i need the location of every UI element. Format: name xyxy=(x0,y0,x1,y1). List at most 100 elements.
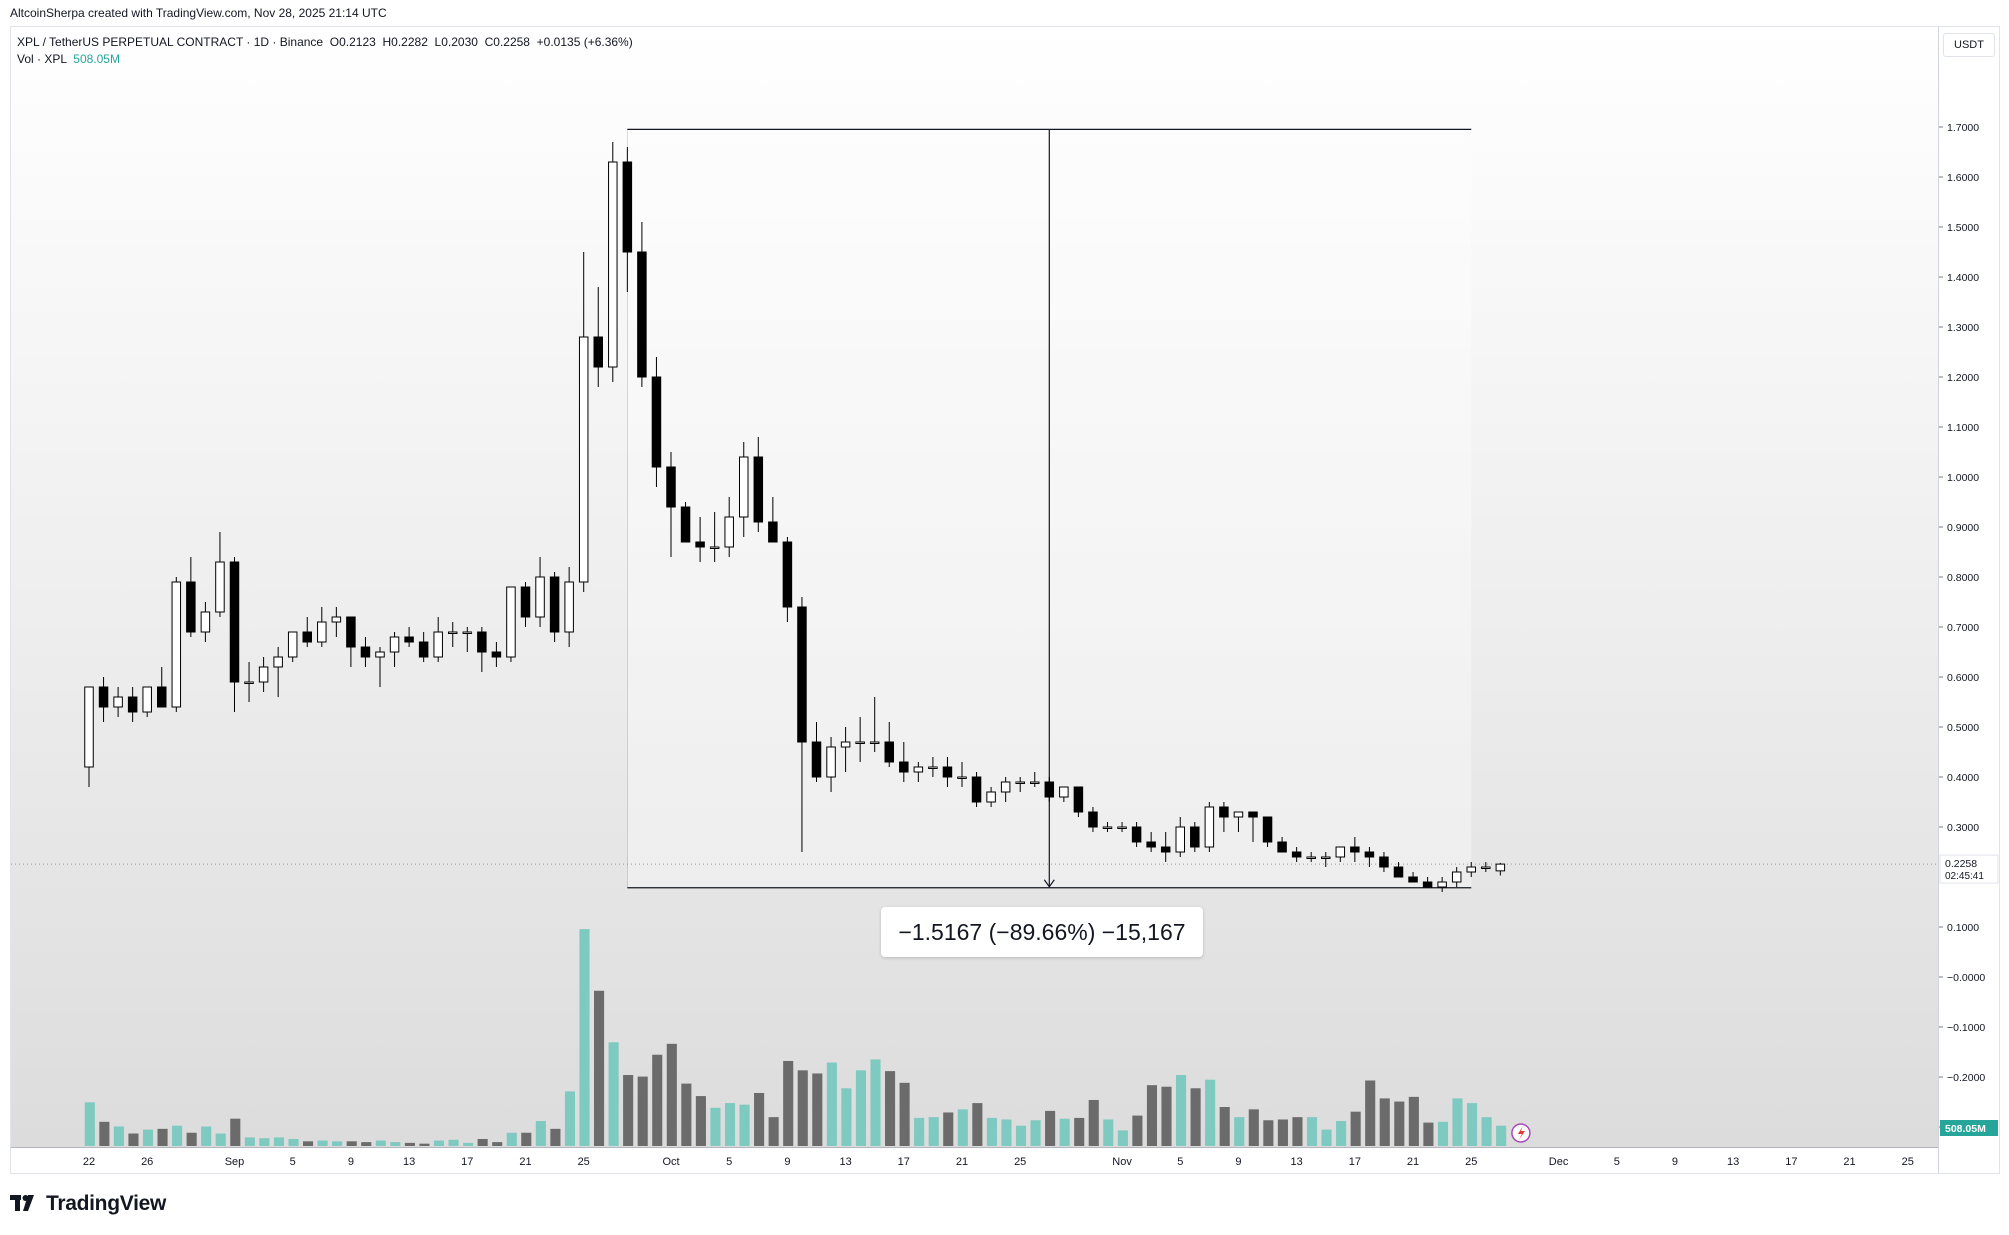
candle-body xyxy=(753,456,764,523)
price-tick-label: −0.2000 xyxy=(1947,1072,1985,1084)
volume-bar xyxy=(1219,1107,1230,1146)
time-tick-label: Dec xyxy=(1549,1156,1569,1168)
candle-body xyxy=(1306,856,1316,859)
candle-body xyxy=(1204,806,1215,848)
price-tick-label: 0.8000 xyxy=(1947,572,1979,584)
candle-body xyxy=(1437,881,1447,888)
price-tick-label: 1.0000 xyxy=(1947,472,1979,484)
volume-bar xyxy=(1088,1099,1099,1146)
candle-body xyxy=(491,651,502,658)
measure-label[interactable]: −1.5167 (−89.66%) −15,167 xyxy=(881,907,1203,957)
candle-body xyxy=(826,746,836,778)
volume-bar xyxy=(172,1125,183,1146)
candle-body xyxy=(1277,841,1287,853)
volume-bar xyxy=(797,1070,808,1146)
volume-bar xyxy=(623,1075,634,1146)
volume-bar xyxy=(1365,1080,1376,1146)
candlestick-chart[interactable] xyxy=(11,27,1938,1147)
candle-body xyxy=(1350,846,1360,853)
volume-bar xyxy=(1132,1115,1143,1146)
candle-body xyxy=(520,586,531,618)
volume-bar xyxy=(506,1132,517,1146)
candle-body xyxy=(884,741,894,763)
volume-bar xyxy=(1205,1079,1216,1146)
volume-bar xyxy=(433,1140,445,1146)
candle-body xyxy=(768,521,778,543)
candle-body xyxy=(724,516,734,548)
attribution: AltcoinSherpa created with TradingView.c… xyxy=(10,6,387,20)
volume-bar xyxy=(1394,1101,1405,1146)
time-tick-label: Nov xyxy=(1112,1156,1132,1168)
plot-area[interactable]: XPL / TetherUS PERPETUAL CONTRACT · 1D ·… xyxy=(11,27,1938,1147)
candle-body xyxy=(229,561,240,683)
candle-body xyxy=(928,766,938,769)
tradingview-logo[interactable]: TradingView xyxy=(10,1192,166,1216)
candle-body xyxy=(1073,786,1084,813)
candle-body xyxy=(1321,856,1331,859)
volume-bar xyxy=(128,1133,139,1146)
candle-body xyxy=(1000,781,1011,793)
volume-bar xyxy=(1146,1085,1157,1146)
volume-bar xyxy=(244,1137,255,1146)
currency-unit-button[interactable]: USDT xyxy=(1943,33,1995,57)
candle-body xyxy=(317,621,327,643)
candle-body xyxy=(797,606,807,743)
candle-body xyxy=(549,576,560,633)
price-tick-label: 1.2000 xyxy=(1947,372,1979,384)
price-tick-label: 1.7000 xyxy=(1947,122,1979,134)
price-tick-label: 1.6000 xyxy=(1947,172,1979,184)
ohlc-close: 0.2258 xyxy=(493,35,530,49)
volume-bar xyxy=(783,1060,794,1146)
time-tick-label: 13 xyxy=(1727,1156,1739,1168)
ohlc-high: 0.2282 xyxy=(391,35,428,49)
volume-bar xyxy=(957,1109,968,1146)
candle-body xyxy=(346,616,356,648)
candle-body xyxy=(215,561,225,613)
time-axis[interactable]: 22 26 Sep 5 9 13 17 21 25 Oct 5 9 13 17 21 25 Nov 5 9 13 17 2… xyxy=(11,1147,1938,1173)
volume-tag-value: 508.05M xyxy=(1945,1123,1986,1135)
candle-body xyxy=(200,611,211,633)
countdown-value: 02:45:41 xyxy=(1945,871,1984,882)
candle-body xyxy=(782,541,793,608)
candle-body xyxy=(1015,781,1025,784)
candle-body xyxy=(1160,846,1171,853)
volume-bar xyxy=(564,1091,575,1146)
time-tick-label: 25 xyxy=(578,1156,590,1168)
volume-bar xyxy=(463,1142,474,1146)
time-tick-label: 5 xyxy=(726,1156,732,1168)
candle-body xyxy=(1233,811,1244,818)
volume-bar xyxy=(1423,1122,1434,1146)
last-price-box xyxy=(1939,854,1999,884)
volume-bar xyxy=(666,1043,677,1146)
volume-bar xyxy=(303,1141,314,1146)
candle-body xyxy=(113,696,123,708)
candle-body xyxy=(258,666,269,683)
volume-legend[interactable]: Vol · XPL 508.05M xyxy=(17,52,120,66)
time-axis-labels: 22 26 Sep 5 9 13 17 21 25 Oct 5 9 13 17 21 25 Nov 5 9 13 17 2… xyxy=(83,1156,1914,1168)
price-tick-label: 0.1000 xyxy=(1947,922,1979,934)
candle-body xyxy=(869,741,880,744)
price-axis[interactable]: USDT 1.7000 1.6000 1.5000 1.4000 1.3000 1.200… xyxy=(1938,27,1999,1173)
volume-bar xyxy=(215,1133,226,1146)
candle-body xyxy=(142,686,152,713)
volume-bar xyxy=(1074,1117,1085,1146)
time-tick-label: 9 xyxy=(784,1156,790,1168)
price-tick-label: −0.1000 xyxy=(1947,1022,1985,1034)
symbol-legend[interactable]: XPL / TetherUS PERPETUAL CONTRACT · 1D ·… xyxy=(17,35,633,49)
candle-body xyxy=(666,466,676,508)
time-tick-label: 5 xyxy=(1614,1156,1620,1168)
volume-bar xyxy=(841,1088,852,1146)
volume-bar xyxy=(1496,1125,1507,1146)
volume-bar xyxy=(1321,1129,1332,1146)
ohlc-close-key: C xyxy=(484,35,494,49)
volume-bar xyxy=(84,1102,95,1146)
time-tick-label: 9 xyxy=(1235,1156,1241,1168)
candle-body xyxy=(389,636,400,653)
time-tick-label: 21 xyxy=(519,1156,531,1168)
volume-bar xyxy=(448,1139,459,1146)
candle-body xyxy=(360,646,371,658)
volume-bar xyxy=(390,1142,401,1146)
volume-bar xyxy=(1117,1130,1128,1146)
candle-body xyxy=(608,161,618,368)
time-tick-label: 9 xyxy=(348,1156,354,1168)
